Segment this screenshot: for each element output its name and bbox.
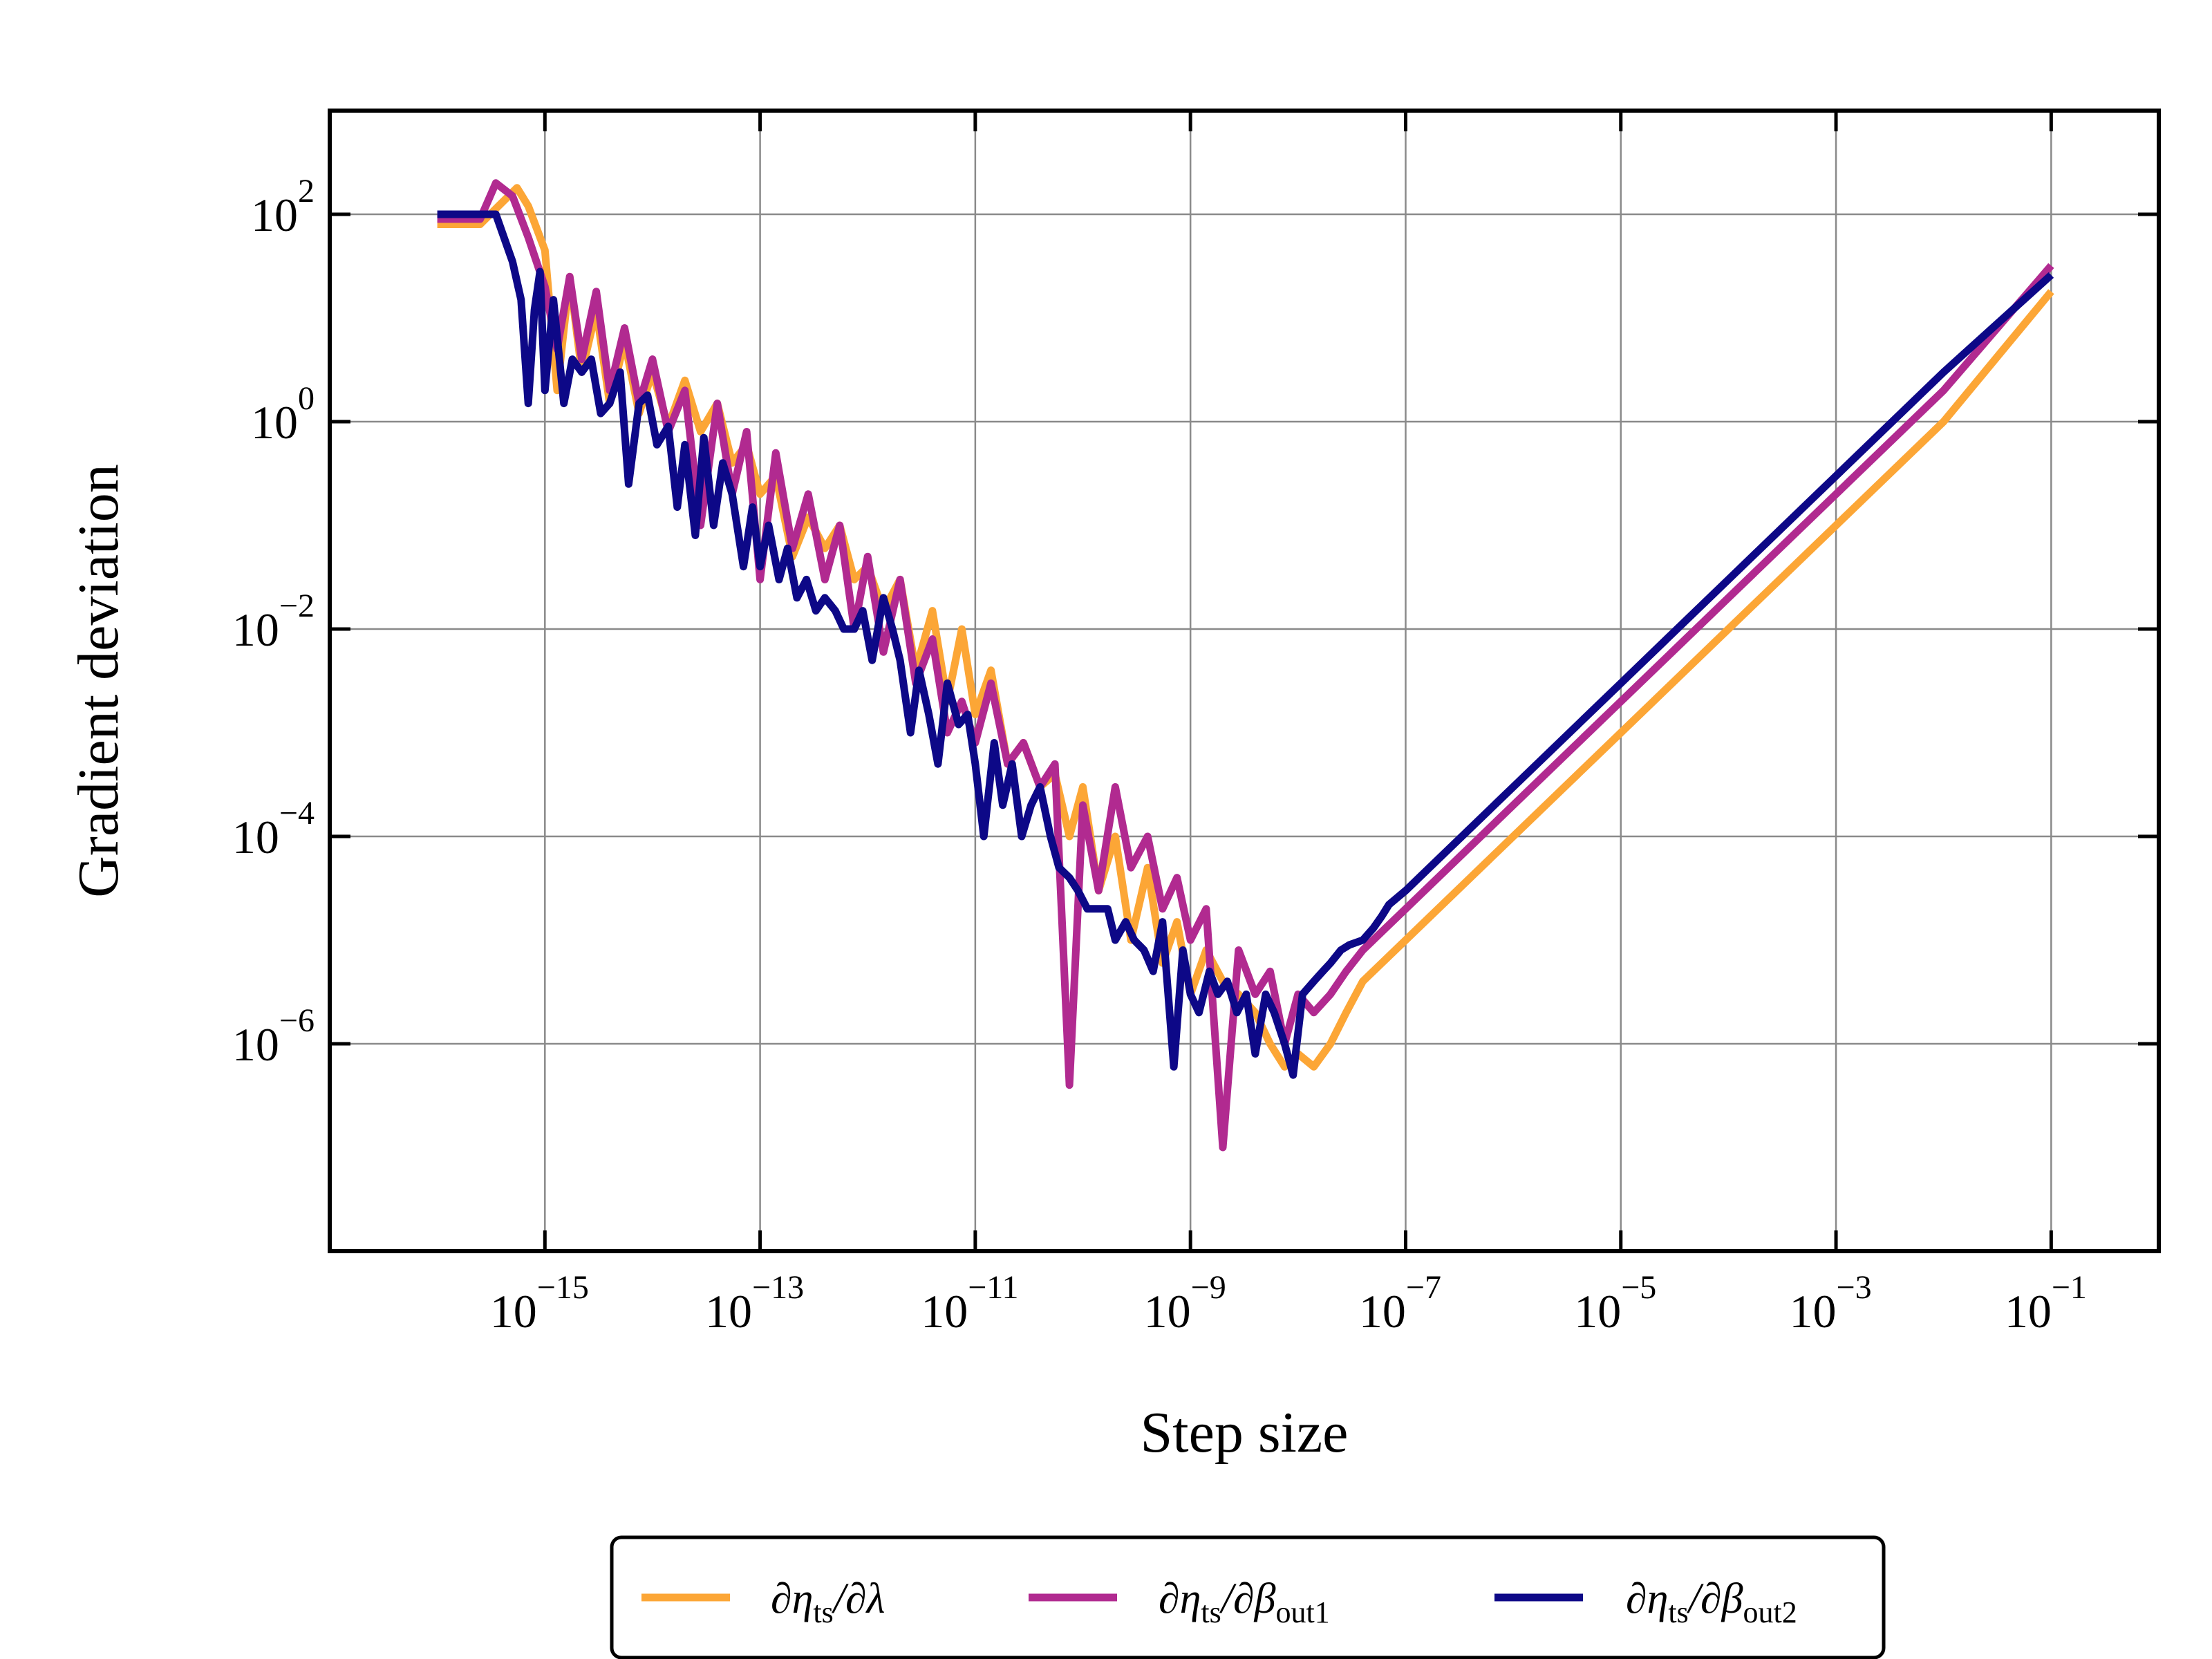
legend: ∂ηts/∂λ ∂ηts/∂βout1 ∂ηts/∂βout2 — [610, 1535, 1886, 1659]
axis-ticks: 10−15 10−13 10−11 10−9 10−7 10−5 10−3 10−110210… — [232, 111, 2159, 1338]
legend-label-part: ∂η — [771, 1575, 813, 1622]
y-tick-label: 100 — [251, 380, 315, 449]
x-tick-label: 10−13 — [705, 1269, 804, 1338]
x-tick-label-exponent: −9 — [1191, 1269, 1226, 1306]
legend-label-part: /∂β — [1687, 1575, 1743, 1622]
legend-label-part: ts — [813, 1595, 833, 1629]
legend-label-part: ∂η — [1626, 1575, 1668, 1622]
y-tick-label-exponent: −2 — [279, 588, 315, 624]
series-line-1 — [437, 184, 2054, 1071]
legend-box — [610, 1535, 1886, 1659]
y-tick-label-exponent: −4 — [279, 795, 315, 832]
x-tick-label: 10−7 — [1359, 1269, 1441, 1338]
legend-label-part: ts — [1668, 1595, 1688, 1629]
x-tick-label-base: 10 — [921, 1285, 968, 1338]
x-tick-label-base: 10 — [1574, 1285, 1621, 1338]
y-tick-label: 10−6 — [232, 1002, 315, 1071]
legend-label-part: ∂η — [1159, 1575, 1201, 1622]
y-tick-label-base: 10 — [251, 396, 298, 449]
x-tick-label: 10−9 — [1144, 1269, 1226, 1338]
y-tick-label-exponent: 0 — [298, 380, 315, 417]
x-tick-label-base: 10 — [1144, 1285, 1191, 1338]
x-tick-label-base: 10 — [1790, 1285, 1837, 1338]
x-tick-label: 10−3 — [1790, 1269, 1872, 1338]
x-tick-label-exponent: −3 — [1837, 1269, 1872, 1306]
legend-label-3: ∂ηts/∂βout2 — [1626, 1575, 1797, 1629]
x-tick-label-base: 10 — [705, 1285, 752, 1338]
legend-label-part: /∂λ — [832, 1575, 885, 1622]
series-line-3 — [437, 210, 2054, 1079]
x-tick-label: 10−15 — [490, 1269, 589, 1338]
grid-lines — [330, 111, 2159, 1251]
legend-label-part: /∂β — [1219, 1575, 1276, 1622]
legend-label-2: ∂ηts/∂βout1 — [1159, 1575, 1330, 1629]
series-lines — [437, 179, 2054, 1152]
x-tick-label-exponent: −15 — [537, 1269, 589, 1306]
x-tick-label-exponent: −13 — [752, 1269, 804, 1306]
legend-label-part: ts — [1201, 1595, 1221, 1629]
x-axis-label: Step size — [1141, 1400, 1349, 1465]
y-tick-label: 10−4 — [232, 795, 315, 863]
y-tick-label-base: 10 — [232, 1018, 279, 1071]
x-tick-label-exponent: −1 — [2052, 1269, 2087, 1306]
legend-label-part: out2 — [1743, 1595, 1797, 1629]
x-tick-label: 10−1 — [2005, 1269, 2087, 1338]
x-tick-label-exponent: −5 — [1621, 1269, 1656, 1306]
x-tick-label: 10−11 — [921, 1269, 1018, 1338]
y-tick-label-base: 10 — [232, 603, 279, 656]
x-tick-label: 10−5 — [1574, 1269, 1656, 1338]
x-tick-label-base: 10 — [490, 1285, 537, 1338]
legend-label-part: out1 — [1276, 1595, 1330, 1629]
y-tick-label-exponent: −6 — [279, 1002, 315, 1039]
y-tick-label-exponent: 2 — [298, 173, 315, 209]
y-tick-label: 102 — [251, 173, 315, 241]
axes-frame — [328, 109, 2161, 1253]
x-tick-label-base: 10 — [2005, 1285, 2052, 1338]
x-tick-label-exponent: −11 — [968, 1269, 1018, 1306]
x-tick-label-base: 10 — [1359, 1285, 1406, 1338]
x-tick-label-exponent: −7 — [1406, 1269, 1441, 1306]
y-axis-label: Gradient deviation — [66, 464, 131, 897]
legend-label-1: ∂ηts/∂λ — [771, 1575, 885, 1629]
y-tick-label-base: 10 — [232, 811, 279, 863]
y-tick-label-base: 10 — [251, 189, 298, 241]
y-tick-label: 10−2 — [232, 588, 315, 656]
